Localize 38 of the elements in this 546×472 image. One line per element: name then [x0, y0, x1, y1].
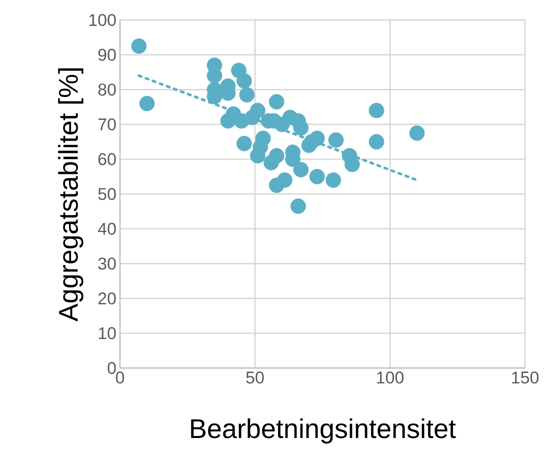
y-tick-label: 10 [98, 327, 116, 340]
x-tick-label: 100 [377, 372, 404, 384]
point [309, 130, 325, 146]
point [268, 94, 284, 110]
y-tick-label: 100 [89, 14, 116, 26]
point [409, 125, 425, 141]
x-tick-label: 150 [512, 372, 539, 384]
point [277, 172, 292, 188]
y-tick-label: 60 [98, 153, 116, 166]
y-tick-label: 30 [98, 258, 116, 270]
x-tick-label: 0 [116, 372, 124, 384]
y-tick-label: 50 [98, 188, 116, 200]
point [250, 102, 266, 118]
y-axis-title: Aggregatstabilitet [%] [58, 68, 84, 322]
y-tick-label: 40 [98, 222, 116, 235]
point [368, 102, 384, 118]
y-tick-label: 0 [108, 362, 116, 374]
point [328, 132, 344, 148]
point [309, 168, 325, 184]
point [344, 156, 360, 172]
point [131, 38, 147, 54]
point [139, 96, 155, 112]
point [290, 198, 306, 214]
point [236, 73, 252, 89]
point [255, 130, 271, 146]
x-tick-label: 50 [246, 372, 264, 384]
point [236, 136, 252, 152]
point [239, 87, 255, 103]
y-tick-label: 70 [98, 118, 116, 130]
x-axis-title: Bearbetningsintensitet [191, 418, 456, 444]
y-tick-label: 90 [98, 48, 116, 61]
y-tick-label: 20 [98, 292, 116, 304]
y-tick-label: 80 [98, 84, 116, 96]
point [368, 134, 384, 150]
point [326, 172, 342, 188]
point [293, 162, 309, 178]
point [293, 120, 309, 136]
point [268, 148, 284, 164]
